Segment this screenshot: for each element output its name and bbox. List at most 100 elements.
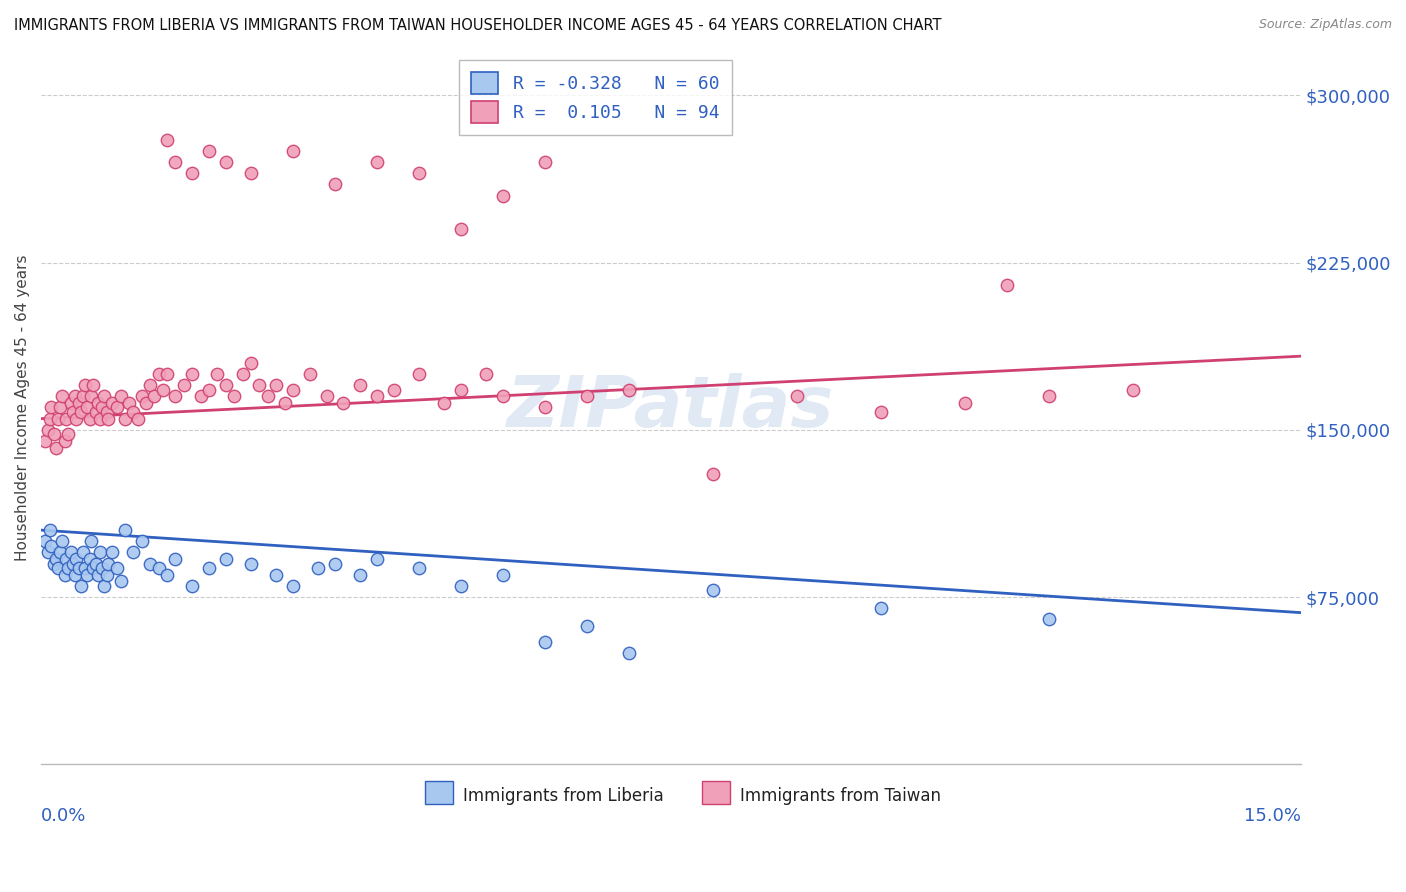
Point (131, 389, 153, 403)
Point (165, 552, 187, 566)
Point (82, 378, 104, 392)
Point (53, 434, 76, 448)
Point (131, 534, 153, 549)
Point (82, 561, 104, 575)
Point (79, 411, 101, 425)
Point (349, 378, 371, 392)
Point (37, 423, 59, 437)
Point (56, 561, 79, 575)
Point (63, 389, 86, 403)
Point (93, 579, 115, 593)
Point (534, 155, 557, 169)
Point (101, 396, 124, 410)
Point (105, 561, 128, 575)
Point (382, 383, 405, 397)
Point (156, 367, 179, 381)
Y-axis label: Householder Income Ages 45 - 64 years: Householder Income Ages 45 - 64 years (15, 254, 30, 561)
Point (148, 561, 170, 575)
Point (995, 277, 1018, 292)
Point (76, 567, 98, 582)
Point (298, 367, 321, 381)
FancyBboxPatch shape (703, 780, 730, 804)
Point (67, 396, 90, 410)
Text: Immigrants from Taiwan: Immigrants from Taiwan (740, 788, 941, 805)
Point (408, 561, 430, 575)
Point (323, 557, 346, 571)
Point (534, 401, 557, 415)
Point (59, 545, 82, 559)
Point (105, 401, 128, 415)
Point (56, 427, 79, 442)
Point (46, 561, 69, 575)
Point (45, 552, 67, 566)
Point (475, 367, 498, 381)
Point (953, 396, 976, 410)
Point (281, 383, 304, 397)
Point (617, 383, 640, 397)
Text: 0.0%: 0.0% (41, 807, 87, 825)
Point (53, 567, 76, 582)
Point (349, 567, 371, 582)
Point (67, 561, 90, 575)
Point (90, 401, 112, 415)
Point (1038, 612, 1060, 626)
Point (702, 467, 724, 482)
Point (408, 166, 430, 180)
Point (198, 144, 221, 158)
Point (165, 389, 187, 403)
Point (90, 561, 112, 575)
Point (181, 166, 204, 180)
Point (173, 378, 195, 392)
Point (135, 396, 157, 410)
Point (366, 552, 388, 566)
Legend: R = -0.328   N = 60, R =  0.105   N = 94: R = -0.328 N = 60, R = 0.105 N = 94 (458, 60, 733, 136)
Text: Immigrants from Liberia: Immigrants from Liberia (463, 788, 664, 805)
Point (34, 434, 56, 448)
Point (215, 552, 238, 566)
Point (122, 405, 145, 419)
Point (1038, 389, 1060, 403)
Point (80, 389, 103, 403)
Point (224, 389, 246, 403)
Point (240, 356, 263, 370)
Point (249, 378, 271, 392)
Point (80, 534, 103, 549)
Point (232, 367, 254, 381)
Point (65, 552, 87, 566)
Point (702, 583, 724, 598)
Point (366, 389, 388, 403)
Text: Source: ZipAtlas.com: Source: ZipAtlas.com (1258, 18, 1392, 31)
Point (240, 557, 263, 571)
Point (96, 567, 118, 582)
Point (48, 401, 70, 415)
Point (84, 405, 107, 419)
Point (190, 389, 212, 403)
Point (118, 396, 141, 410)
Point (617, 646, 640, 660)
Point (87, 396, 110, 410)
Point (45, 441, 67, 455)
Text: IMMIGRANTS FROM LIBERIA VS IMMIGRANTS FROM TAIWAN HOUSEHOLDER INCOME AGES 45 - 6: IMMIGRANTS FROM LIBERIA VS IMMIGRANTS FR… (14, 18, 942, 33)
Point (46, 411, 69, 425)
Point (114, 411, 136, 425)
Point (198, 561, 221, 575)
Point (869, 601, 891, 615)
Point (143, 389, 166, 403)
Point (34, 534, 56, 549)
Point (165, 155, 187, 169)
Point (55, 411, 77, 425)
Point (408, 367, 430, 381)
Point (76, 401, 98, 415)
Point (62, 405, 84, 419)
Point (450, 383, 472, 397)
Point (575, 389, 598, 403)
Point (51, 534, 73, 549)
Point (79, 552, 101, 566)
Point (139, 378, 162, 392)
Point (38, 523, 60, 537)
Point (786, 389, 808, 403)
Point (181, 579, 204, 593)
Point (433, 396, 456, 410)
Point (215, 378, 238, 392)
Point (869, 405, 891, 419)
